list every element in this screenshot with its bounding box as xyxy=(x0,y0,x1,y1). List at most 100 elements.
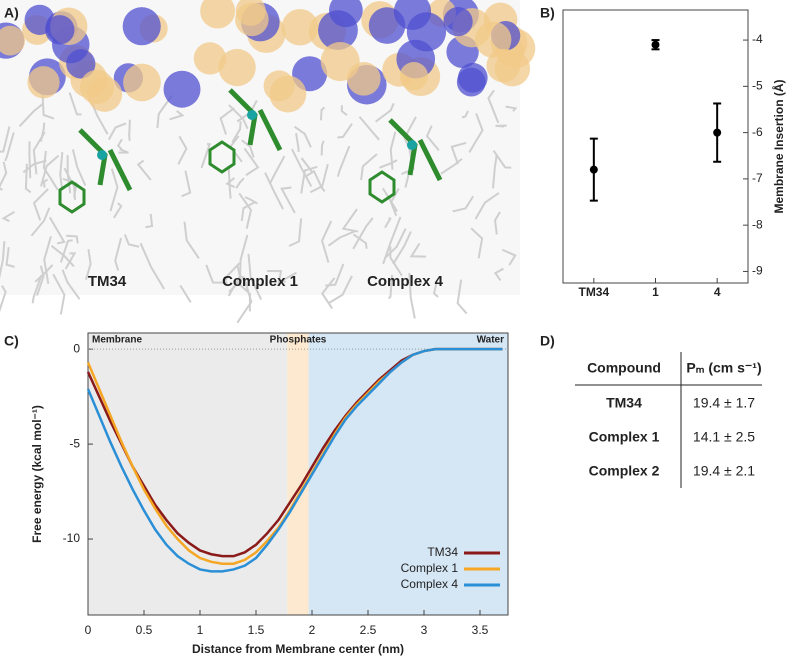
headgroup-atom xyxy=(320,41,360,82)
lipid-chain xyxy=(224,262,241,282)
panel-label: B) xyxy=(540,5,555,21)
lipid-chain xyxy=(52,273,66,315)
table-header: Pₘ (cm s⁻¹) xyxy=(686,360,761,376)
headgroup-atom xyxy=(399,61,429,91)
point xyxy=(589,165,598,174)
lipid-chain xyxy=(36,265,45,296)
lipid-chain xyxy=(50,245,75,268)
x-tick-label: 1 xyxy=(652,285,659,299)
lipid-chain xyxy=(179,284,192,303)
lipid-chain xyxy=(225,177,236,188)
lipid-chain xyxy=(42,150,59,191)
lipid-chain xyxy=(440,158,463,175)
headgroup-atom xyxy=(193,42,227,75)
lipid-chain xyxy=(177,135,188,165)
headgroup-atom xyxy=(123,63,161,102)
x-tick-label: 0 xyxy=(85,623,92,637)
region-label: Water xyxy=(477,335,505,346)
region xyxy=(287,333,309,615)
lipid-chain xyxy=(32,131,46,175)
lipid-chain xyxy=(0,186,3,191)
panel-label: A) xyxy=(4,5,19,21)
lipid-chain xyxy=(495,124,507,128)
lipid-chain xyxy=(18,102,44,127)
lipid-chain xyxy=(492,150,512,169)
lipid-chain xyxy=(31,274,43,304)
lipid-chain xyxy=(375,102,395,123)
lipid-chain xyxy=(0,285,7,313)
lipid-chain xyxy=(64,252,77,270)
lipid-chain xyxy=(156,94,173,128)
lipid-chain xyxy=(319,106,326,121)
lipid-chain xyxy=(116,138,123,150)
lipid-chain xyxy=(300,157,314,177)
headgroup-atom xyxy=(200,0,236,29)
table: Compound Pₘ (cm s⁻¹) TM34 19.4 ± 1.7 Compl… xyxy=(575,352,762,488)
lipid-chain xyxy=(231,121,242,143)
lipid-chain xyxy=(461,110,470,119)
table-cell: Complex 2 xyxy=(589,463,660,479)
table-cell: 14.1 ± 2.5 xyxy=(693,429,755,445)
headgroup-atom xyxy=(0,25,26,56)
lipid-chain xyxy=(295,132,300,153)
lipid-chain xyxy=(341,208,359,233)
headgroup-atom xyxy=(368,7,406,44)
lipid-chain xyxy=(227,165,232,199)
lipid-chain xyxy=(450,141,467,165)
x-tick-label: 3 xyxy=(421,623,428,637)
point xyxy=(651,40,660,49)
lipid-chain xyxy=(30,207,51,237)
lipid-chain xyxy=(293,125,312,148)
lipid-chain xyxy=(487,89,500,124)
lipid-chain xyxy=(235,177,245,189)
headgroup-atom xyxy=(457,62,488,93)
lipid-chain xyxy=(114,237,123,271)
region xyxy=(88,333,288,615)
lipid-chain xyxy=(300,165,318,194)
panel-label: C) xyxy=(4,333,19,349)
lipid-chain xyxy=(40,154,60,187)
lipid-chain xyxy=(1,210,16,223)
lipid-chain xyxy=(493,267,504,282)
image-label: Complex 1 xyxy=(222,273,298,290)
lipid-chain xyxy=(358,116,380,141)
lipid-chain xyxy=(85,249,92,280)
molecular-render xyxy=(0,0,536,324)
lipid-chain xyxy=(41,94,55,120)
image-label: Complex 4 xyxy=(367,273,444,290)
headgroup-atom xyxy=(494,50,531,87)
lipid-chain xyxy=(492,154,498,189)
table-cell: Complex 1 xyxy=(589,429,660,445)
metal xyxy=(247,110,257,120)
lipid-chain xyxy=(291,148,313,187)
x-tick-label: 4 xyxy=(714,285,721,299)
lipid-chain xyxy=(279,271,297,283)
plot-frame xyxy=(562,9,749,284)
lipid-chain xyxy=(66,155,72,194)
lipid-chain xyxy=(456,279,468,315)
lipid-chain xyxy=(288,218,303,247)
lipid-chain xyxy=(320,140,325,156)
lipid-chain xyxy=(474,192,500,220)
lipid-chain xyxy=(139,242,166,290)
y-tick-label: -5 xyxy=(752,79,763,93)
lipid-chain xyxy=(181,170,192,198)
y-tick-label: -9 xyxy=(752,264,763,278)
y-tick-label: -6 xyxy=(752,125,763,139)
lipid-chain xyxy=(280,186,296,214)
lipid-chain xyxy=(327,230,355,247)
lipid-chain xyxy=(169,110,185,121)
lipid-chain xyxy=(109,168,119,212)
lipid-chain xyxy=(432,280,439,298)
lipid-chain xyxy=(43,236,52,284)
lipid-chain xyxy=(219,107,235,135)
lipid-chain xyxy=(382,187,398,213)
table-header: Compound xyxy=(587,360,661,376)
panel-label: D) xyxy=(540,333,555,349)
lipid-chain xyxy=(321,277,336,310)
lipid-chain xyxy=(123,234,140,248)
region-label: Membrane xyxy=(92,335,142,346)
x-tick-label: 2 xyxy=(309,623,316,637)
lipid-chain xyxy=(266,269,283,285)
point xyxy=(713,128,722,137)
